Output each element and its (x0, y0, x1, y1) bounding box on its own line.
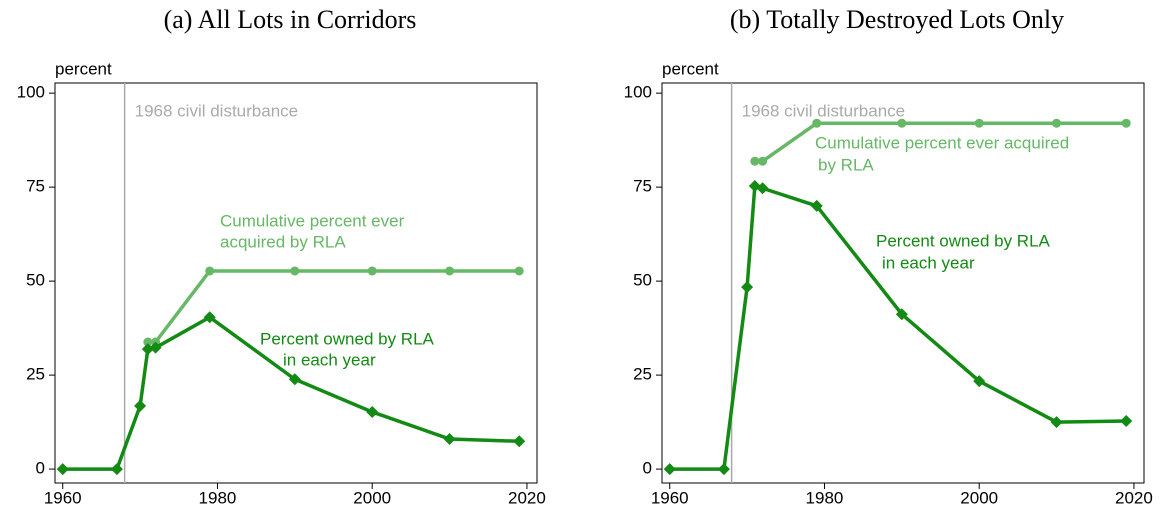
y-axis-label: percent (55, 59, 112, 78)
plot-frame (661, 82, 1145, 484)
marker (812, 118, 822, 128)
panel: (a) All Lots in Corridors percent 0 25 50 75 1… (17, 5, 546, 508)
marker (149, 341, 162, 354)
y-tick-label: 50 (633, 271, 652, 290)
marker (717, 463, 730, 476)
y-tick-label: 0 (643, 459, 652, 478)
marker (1052, 118, 1062, 128)
y-axis-label: percent (662, 59, 719, 78)
chart-title: (b) Totally Destroyed Lots Only (730, 5, 1064, 34)
marker (897, 118, 907, 128)
marker (143, 337, 153, 347)
marker (290, 266, 300, 276)
series-label: Percent owned by RLA (260, 329, 435, 348)
series-line (669, 183, 1127, 471)
marker (810, 199, 823, 212)
y-tick-label: 50 (26, 271, 45, 290)
plot-frame (54, 82, 538, 484)
x-tick-label: 1980 (199, 488, 237, 507)
marker (974, 118, 984, 128)
marker (758, 156, 768, 166)
y-tick-label: 25 (26, 365, 45, 384)
marker (513, 435, 526, 448)
marker (134, 399, 147, 412)
marker (288, 373, 301, 386)
event-label: 1968 civil disturbance (742, 101, 905, 120)
event-label: 1968 civil disturbance (135, 101, 298, 120)
series-label: Cumulative percent ever (220, 211, 405, 230)
series-line (62, 315, 520, 471)
marker (514, 266, 524, 276)
chart-title: (a) All Lots in Corridors (164, 5, 417, 34)
x-tick-label: 1960 (44, 488, 82, 507)
series-label: Cumulative percent ever acquired (815, 133, 1069, 152)
series-label: in each year (882, 253, 975, 272)
marker (443, 433, 456, 446)
marker (1120, 414, 1133, 427)
marker (756, 182, 769, 195)
marker (56, 463, 69, 476)
x-tick-label: 2000 (960, 488, 998, 507)
marker (366, 405, 379, 418)
marker (110, 463, 123, 476)
x-tick-label: 2020 (1115, 488, 1153, 507)
marker (663, 463, 676, 476)
marker (750, 156, 760, 166)
x-tick-label: 2000 (353, 488, 391, 507)
marker (895, 308, 908, 321)
series-label: Percent owned by RLA (876, 231, 1051, 250)
marker (1050, 416, 1063, 429)
marker (973, 375, 986, 388)
y-tick-label: 75 (633, 177, 652, 196)
series-label: acquired by RLA (220, 232, 346, 251)
y-tick-label: 100 (624, 83, 652, 102)
marker (203, 311, 216, 324)
series-label: in each year (283, 350, 376, 369)
marker (741, 281, 754, 294)
marker (205, 266, 215, 276)
series-label: by RLA (818, 155, 874, 174)
marker (1121, 118, 1131, 128)
marker (445, 266, 455, 276)
y-tick-label: 25 (633, 365, 652, 384)
x-tick-label: 1960 (651, 488, 689, 507)
x-tick-label: 2020 (508, 488, 546, 507)
x-tick-label: 1980 (806, 488, 844, 507)
panel: (b) Totally Destroyed Lots Only percent 0 2… (624, 5, 1153, 508)
y-tick-label: 0 (36, 459, 45, 478)
y-tick-label: 75 (26, 177, 45, 196)
marker (141, 343, 154, 356)
marker (367, 266, 377, 276)
y-tick-label: 100 (17, 83, 45, 102)
